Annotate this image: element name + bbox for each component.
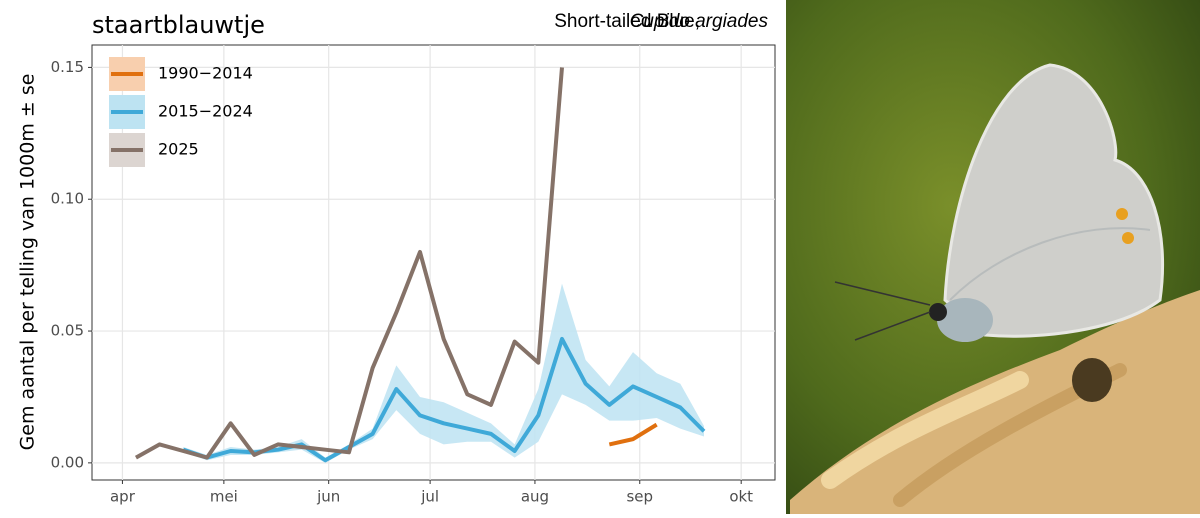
x-tick-label: jul <box>420 488 439 506</box>
line <box>134 67 564 460</box>
y-tick-label: 0.10 <box>51 190 84 208</box>
y-tick-label: 0.15 <box>51 58 84 76</box>
chart-title: staartblauwtje <box>92 11 265 39</box>
legend-label: 2025 <box>158 140 199 159</box>
y-axis-label: Gem aantal per telling van 1000m ± se <box>17 74 39 451</box>
x-tick-label: aug <box>521 488 549 506</box>
x-tick-label: sep <box>626 488 653 506</box>
y-tick-label: 0.00 <box>51 453 84 471</box>
legend-label: 1990−2014 <box>158 64 253 83</box>
error-band <box>183 283 704 463</box>
legend-label: 2015−2024 <box>158 102 253 121</box>
x-tick-label: apr <box>110 488 136 506</box>
subtitle: Short-tailed Blue, <box>554 11 700 32</box>
photo <box>786 0 1200 514</box>
x-tick-label: mei <box>210 488 238 506</box>
x-tick-label: jun <box>316 488 340 506</box>
y-tick-label: 0.05 <box>51 322 84 340</box>
subtitle-species: Cupido argiades <box>630 11 769 32</box>
line <box>608 422 658 447</box>
x-tick-label: okt <box>729 488 753 506</box>
line <box>182 336 706 463</box>
